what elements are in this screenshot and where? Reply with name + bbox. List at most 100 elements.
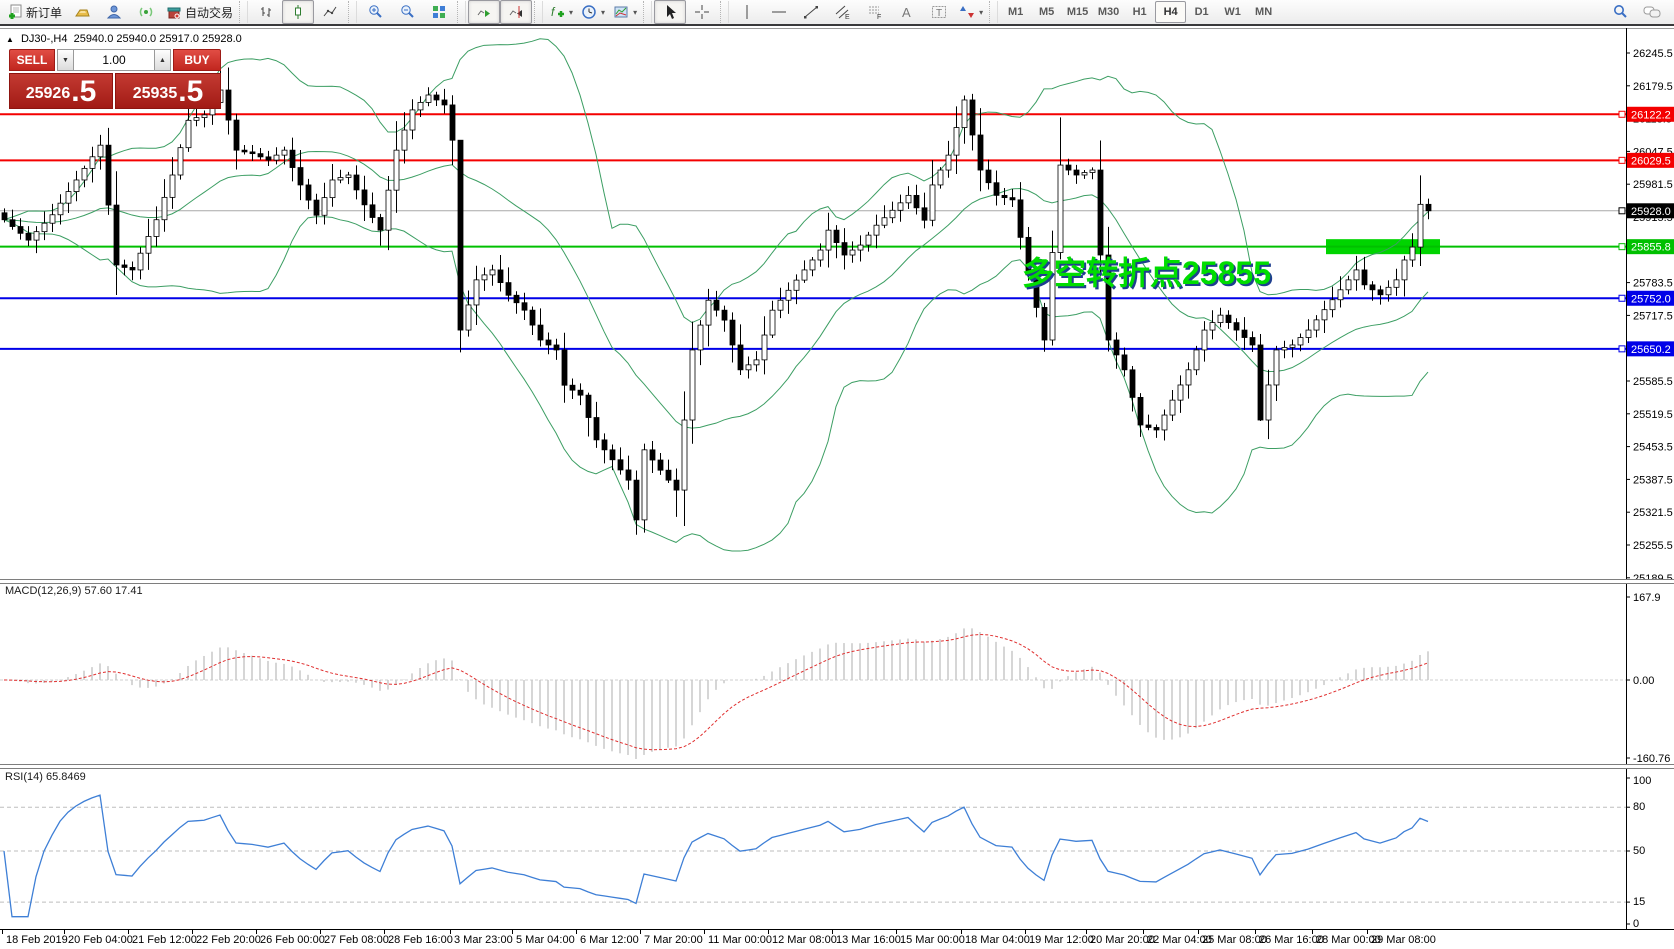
chart-candles-button[interactable] — [282, 0, 315, 24]
toolbar-separator — [720, 1, 730, 23]
market-button[interactable] — [66, 0, 98, 24]
svg-text:12 Mar 08:00: 12 Mar 08:00 — [772, 934, 837, 946]
indicators-icon: f — [551, 5, 565, 19]
fibonacci-button[interactable]: F — [859, 0, 891, 24]
svg-text:25387.5: 25387.5 — [1633, 474, 1673, 486]
toolbar-separator — [534, 1, 544, 23]
timeframe-mn[interactable]: MN — [1255, 6, 1273, 18]
one-click-trading-panel: SELL ▼ ▲ BUY 25926 .5 25935 .5 — [9, 49, 221, 109]
volume-increase-button[interactable]: ▲ — [154, 49, 171, 71]
search-button[interactable] — [1604, 0, 1636, 24]
svg-text:0: 0 — [1633, 918, 1639, 930]
svg-text:29 Mar 08:00: 29 Mar 08:00 — [1371, 934, 1436, 946]
buy-price-button[interactable]: 25935 .5 — [115, 73, 221, 109]
symbol-collapse-icon[interactable]: ▲ — [6, 35, 14, 44]
signals-button[interactable] — [130, 0, 162, 24]
svg-text:26122.2: 26122.2 — [1631, 109, 1671, 121]
timeframe-m1[interactable]: M1 — [1007, 6, 1024, 18]
templates-icon — [614, 6, 628, 18]
svg-text:25519.5: 25519.5 — [1633, 409, 1673, 421]
signal-icon — [139, 7, 153, 17]
pane-separator-macd[interactable] — [0, 579, 1674, 584]
buy-button[interactable]: BUY — [173, 49, 221, 71]
time-axis[interactable] — [0, 930, 1626, 949]
horizontal-line-button[interactable] — [763, 0, 795, 24]
vertical-line-button[interactable] — [731, 0, 763, 24]
chat-icon — [1643, 6, 1661, 18]
svg-text:E: E — [845, 14, 850, 20]
zoom-in-icon — [369, 5, 382, 18]
svg-text:26 Feb 00:00: 26 Feb 00:00 — [260, 934, 325, 946]
svg-text:15: 15 — [1633, 896, 1645, 908]
toolbar: 新订单 自动交易 — [0, 0, 1674, 26]
timeframe-m30[interactable]: M30 — [1097, 6, 1120, 18]
text-icon: A — [902, 5, 911, 20]
equidistant-channel-button[interactable]: E — [827, 0, 859, 24]
svg-text:167.9: 167.9 — [1633, 592, 1661, 604]
chart-shift-button[interactable] — [500, 0, 533, 24]
templates-button[interactable]: ▾ — [609, 0, 641, 24]
auto-trading-button[interactable]: 自动交易 — [162, 0, 237, 24]
timeframe-h4[interactable]: H4 — [1155, 1, 1187, 23]
svg-text:22 Mar 04:00: 22 Mar 04:00 — [1147, 934, 1212, 946]
search-icon — [1614, 5, 1627, 18]
svg-text:25321.5: 25321.5 — [1633, 507, 1673, 519]
svg-text:20 Feb 04:00: 20 Feb 04:00 — [68, 934, 133, 946]
timeframe-m5[interactable]: M5 — [1038, 6, 1055, 18]
chart-line-button[interactable] — [314, 0, 346, 24]
sell-button[interactable]: SELL — [9, 49, 55, 71]
profile-button[interactable] — [98, 0, 130, 24]
timeframe-h1[interactable]: H1 — [1132, 6, 1147, 18]
timeframe-d1[interactable]: D1 — [1194, 6, 1209, 18]
timeframe-w1[interactable]: W1 — [1224, 6, 1241, 18]
buy-price-pips: .5 — [178, 75, 204, 108]
auto-scroll-button[interactable] — [468, 0, 501, 24]
fibonacci-icon: F — [869, 6, 881, 20]
cursor-button[interactable] — [654, 0, 687, 24]
trendline-button[interactable] — [795, 0, 827, 24]
dropdown-caret-icon: ▾ — [979, 7, 984, 17]
svg-text:22 Feb 20:00: 22 Feb 20:00 — [196, 934, 261, 946]
new-order-icon — [9, 4, 22, 19]
svg-text:25650.2: 25650.2 — [1631, 344, 1671, 356]
tile-windows-icon — [433, 6, 446, 18]
periods-button[interactable]: ▾ — [577, 0, 609, 24]
person-icon — [106, 5, 122, 19]
sell-price-button[interactable]: 25926 .5 — [9, 73, 113, 109]
timeframe-m15[interactable]: M15 — [1066, 6, 1089, 18]
pane-separator-rsi[interactable] — [0, 764, 1674, 769]
chart-bars-button[interactable] — [250, 0, 282, 24]
zoom-in-button[interactable] — [359, 0, 391, 24]
arrows-button[interactable]: ▾ — [955, 0, 987, 24]
buy-price-main: 25935 — [132, 85, 178, 102]
toolbar-separator — [643, 1, 653, 23]
symbol-period-label: DJ30-,H4 — [20, 33, 68, 45]
sell-price-pips: .5 — [71, 75, 97, 108]
text-button[interactable]: A — [891, 0, 923, 24]
svg-text:A: A — [902, 5, 911, 20]
volume-input[interactable] — [74, 49, 154, 71]
text-label-button[interactable]: T — [923, 0, 955, 24]
volume-decrease-button[interactable]: ▼ — [57, 49, 74, 71]
price-axis[interactable] — [1626, 28, 1674, 930]
auto-trading-label: 自动交易 — [185, 5, 234, 20]
indicators-button[interactable]: f ▾ — [545, 0, 577, 24]
zoom-out-button[interactable] — [391, 0, 423, 24]
toolbar-separator — [457, 1, 467, 23]
gold-ingot-icon — [75, 9, 90, 17]
macd-label: MACD(12,26,9) 57.60 17.41 — [5, 585, 143, 597]
svg-text:多空转折点25855: 多空转折点25855 — [1024, 257, 1273, 293]
chat-button[interactable] — [1636, 0, 1668, 24]
text-label-icon: T — [932, 6, 947, 19]
tile-windows-button[interactable] — [423, 0, 455, 24]
svg-text:26245.5: 26245.5 — [1633, 48, 1673, 60]
channel-icon: E — [835, 5, 850, 20]
svg-text:18 Mar 04:00: 18 Mar 04:00 — [965, 934, 1030, 946]
new-order-button[interactable]: 新订单 — [3, 0, 66, 24]
svg-text:T: T — [936, 8, 942, 19]
svg-text:13 Mar 16:00: 13 Mar 16:00 — [836, 934, 901, 946]
cursor-icon — [667, 5, 677, 19]
crosshair-button[interactable] — [686, 0, 718, 24]
bar-chart-icon — [261, 7, 272, 17]
